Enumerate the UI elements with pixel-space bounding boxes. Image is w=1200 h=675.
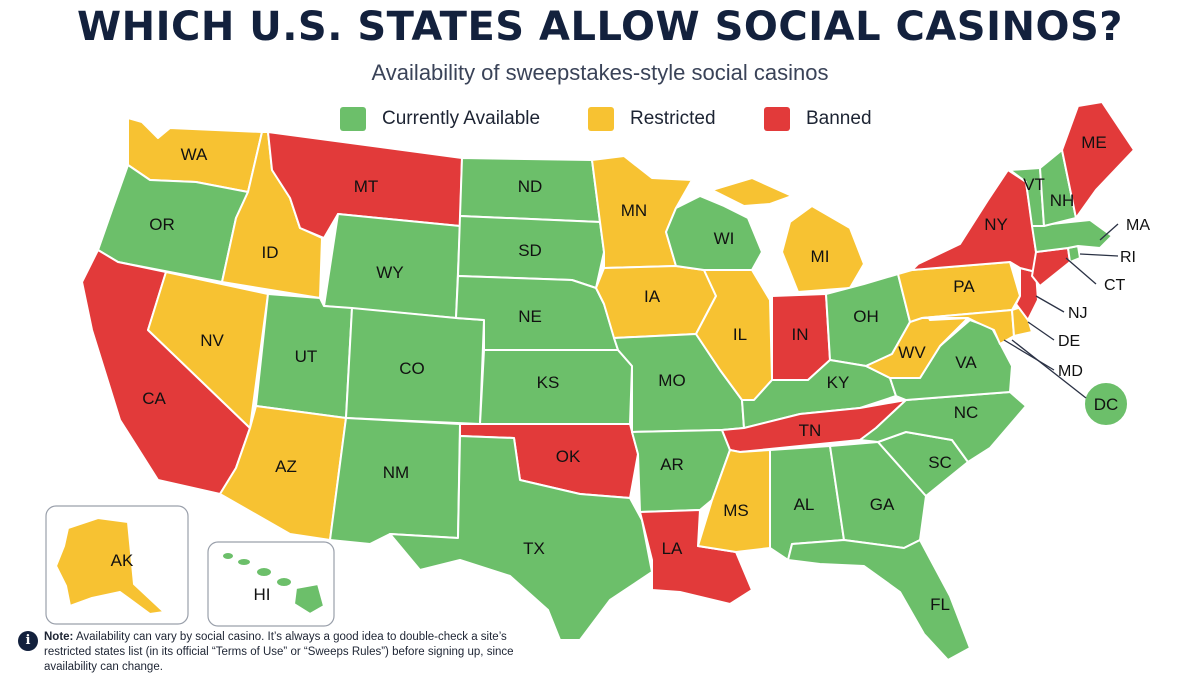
callout-leaders: [1003, 223, 1119, 399]
state-label-or: OR: [149, 215, 175, 234]
state-label-wv: WV: [898, 343, 926, 362]
state-label-ky: KY: [827, 373, 850, 392]
state-me: [1061, 101, 1135, 219]
state-la: [639, 509, 753, 605]
state-mi: [711, 177, 865, 293]
state-ct: [1031, 247, 1071, 287]
callout-label-ct: CT: [1104, 277, 1126, 294]
state-label-sd: SD: [518, 241, 542, 260]
footnote-bold: Note:: [44, 631, 74, 643]
legend-swatch-available: [340, 107, 366, 131]
state-label-ga: GA: [870, 495, 895, 514]
state-dc: [1083, 381, 1129, 427]
state-label-mi: MI: [811, 247, 830, 266]
state-label-ia: IA: [644, 287, 661, 306]
state-label-wa: WA: [181, 145, 208, 164]
state-label-tx: TX: [523, 539, 545, 558]
state-label-hi: HI: [254, 585, 271, 604]
state-nc: [859, 391, 1027, 463]
callout-label-md: MD: [1058, 363, 1083, 380]
state-label-mo: MO: [658, 371, 685, 390]
state-label-la: LA: [662, 539, 683, 558]
state-label-pa: PA: [953, 277, 975, 296]
state-vt: [1009, 167, 1045, 227]
state-label-nm: NM: [383, 463, 409, 482]
state-label-va: VA: [955, 353, 977, 372]
page-subtitle: Availability of sweepstakes-style social…: [371, 60, 829, 85]
state-label-nh: NH: [1050, 191, 1075, 210]
callout-label-nj: NJ: [1068, 305, 1088, 322]
state-label-ca: CA: [142, 389, 166, 408]
state-label-ok: OK: [556, 447, 581, 466]
footnote: Note: Availability can vary by social ca…: [44, 630, 544, 675]
legend-label-banned: Banned: [806, 108, 872, 129]
legend-swatch-restricted: [588, 107, 614, 131]
info-icon: i: [18, 631, 38, 651]
page-title: WHICH U.S. STATES ALLOW SOCIAL CASINOS?: [76, 4, 1123, 50]
state-ak: [55, 517, 165, 615]
state-label-tn: TN: [799, 421, 822, 440]
state-label-ar: AR: [660, 455, 684, 474]
callout-label-de: DE: [1058, 333, 1080, 350]
state-label-dc: DC: [1094, 395, 1119, 414]
state-label-mn: MN: [621, 201, 647, 220]
callout-label-ri: RI: [1120, 249, 1136, 266]
footnote-text: Availability can vary by social casino. …: [44, 631, 514, 673]
state-label-id: ID: [262, 243, 279, 262]
state-label-oh: OH: [853, 307, 879, 326]
state-tx: [389, 435, 653, 641]
state-label-ne: NE: [518, 307, 542, 326]
state-label-ak: AK: [111, 551, 134, 570]
legend-label-available: Currently Available: [382, 108, 541, 129]
state-label-ut: UT: [295, 347, 318, 366]
legend-label-restricted: Restricted: [630, 108, 716, 129]
state-label-me: ME: [1081, 133, 1107, 152]
state-ny: [911, 169, 1037, 273]
state-label-in: IN: [792, 325, 809, 344]
state-ma: [1031, 219, 1113, 253]
state-label-wi: WI: [714, 229, 735, 248]
state-label-vt: VT: [1023, 175, 1045, 194]
hawaii-islands: [221, 551, 325, 615]
state-label-co: CO: [399, 359, 425, 378]
state-label-nd: ND: [518, 177, 543, 196]
state-label-nc: NC: [954, 403, 979, 422]
state-fl: [787, 539, 971, 661]
state-label-ms: MS: [723, 501, 749, 520]
legend-swatch-banned: [764, 107, 790, 131]
state-label-il: IL: [733, 325, 747, 344]
state-label-sc: SC: [928, 453, 952, 472]
state-label-fl: FL: [930, 595, 950, 614]
legend: Currently Available Restricted Banned: [0, 104, 1200, 134]
state-label-wy: WY: [376, 263, 403, 282]
state-label-nv: NV: [200, 331, 224, 350]
state-label-az: AZ: [275, 457, 297, 476]
state-label-ny: NY: [984, 215, 1008, 234]
state-label-al: AL: [794, 495, 815, 514]
callout-label-ma: MA: [1126, 217, 1150, 234]
state-label-ks: KS: [537, 373, 560, 392]
state-label-mt: MT: [354, 177, 379, 196]
state-wi: [665, 195, 763, 271]
